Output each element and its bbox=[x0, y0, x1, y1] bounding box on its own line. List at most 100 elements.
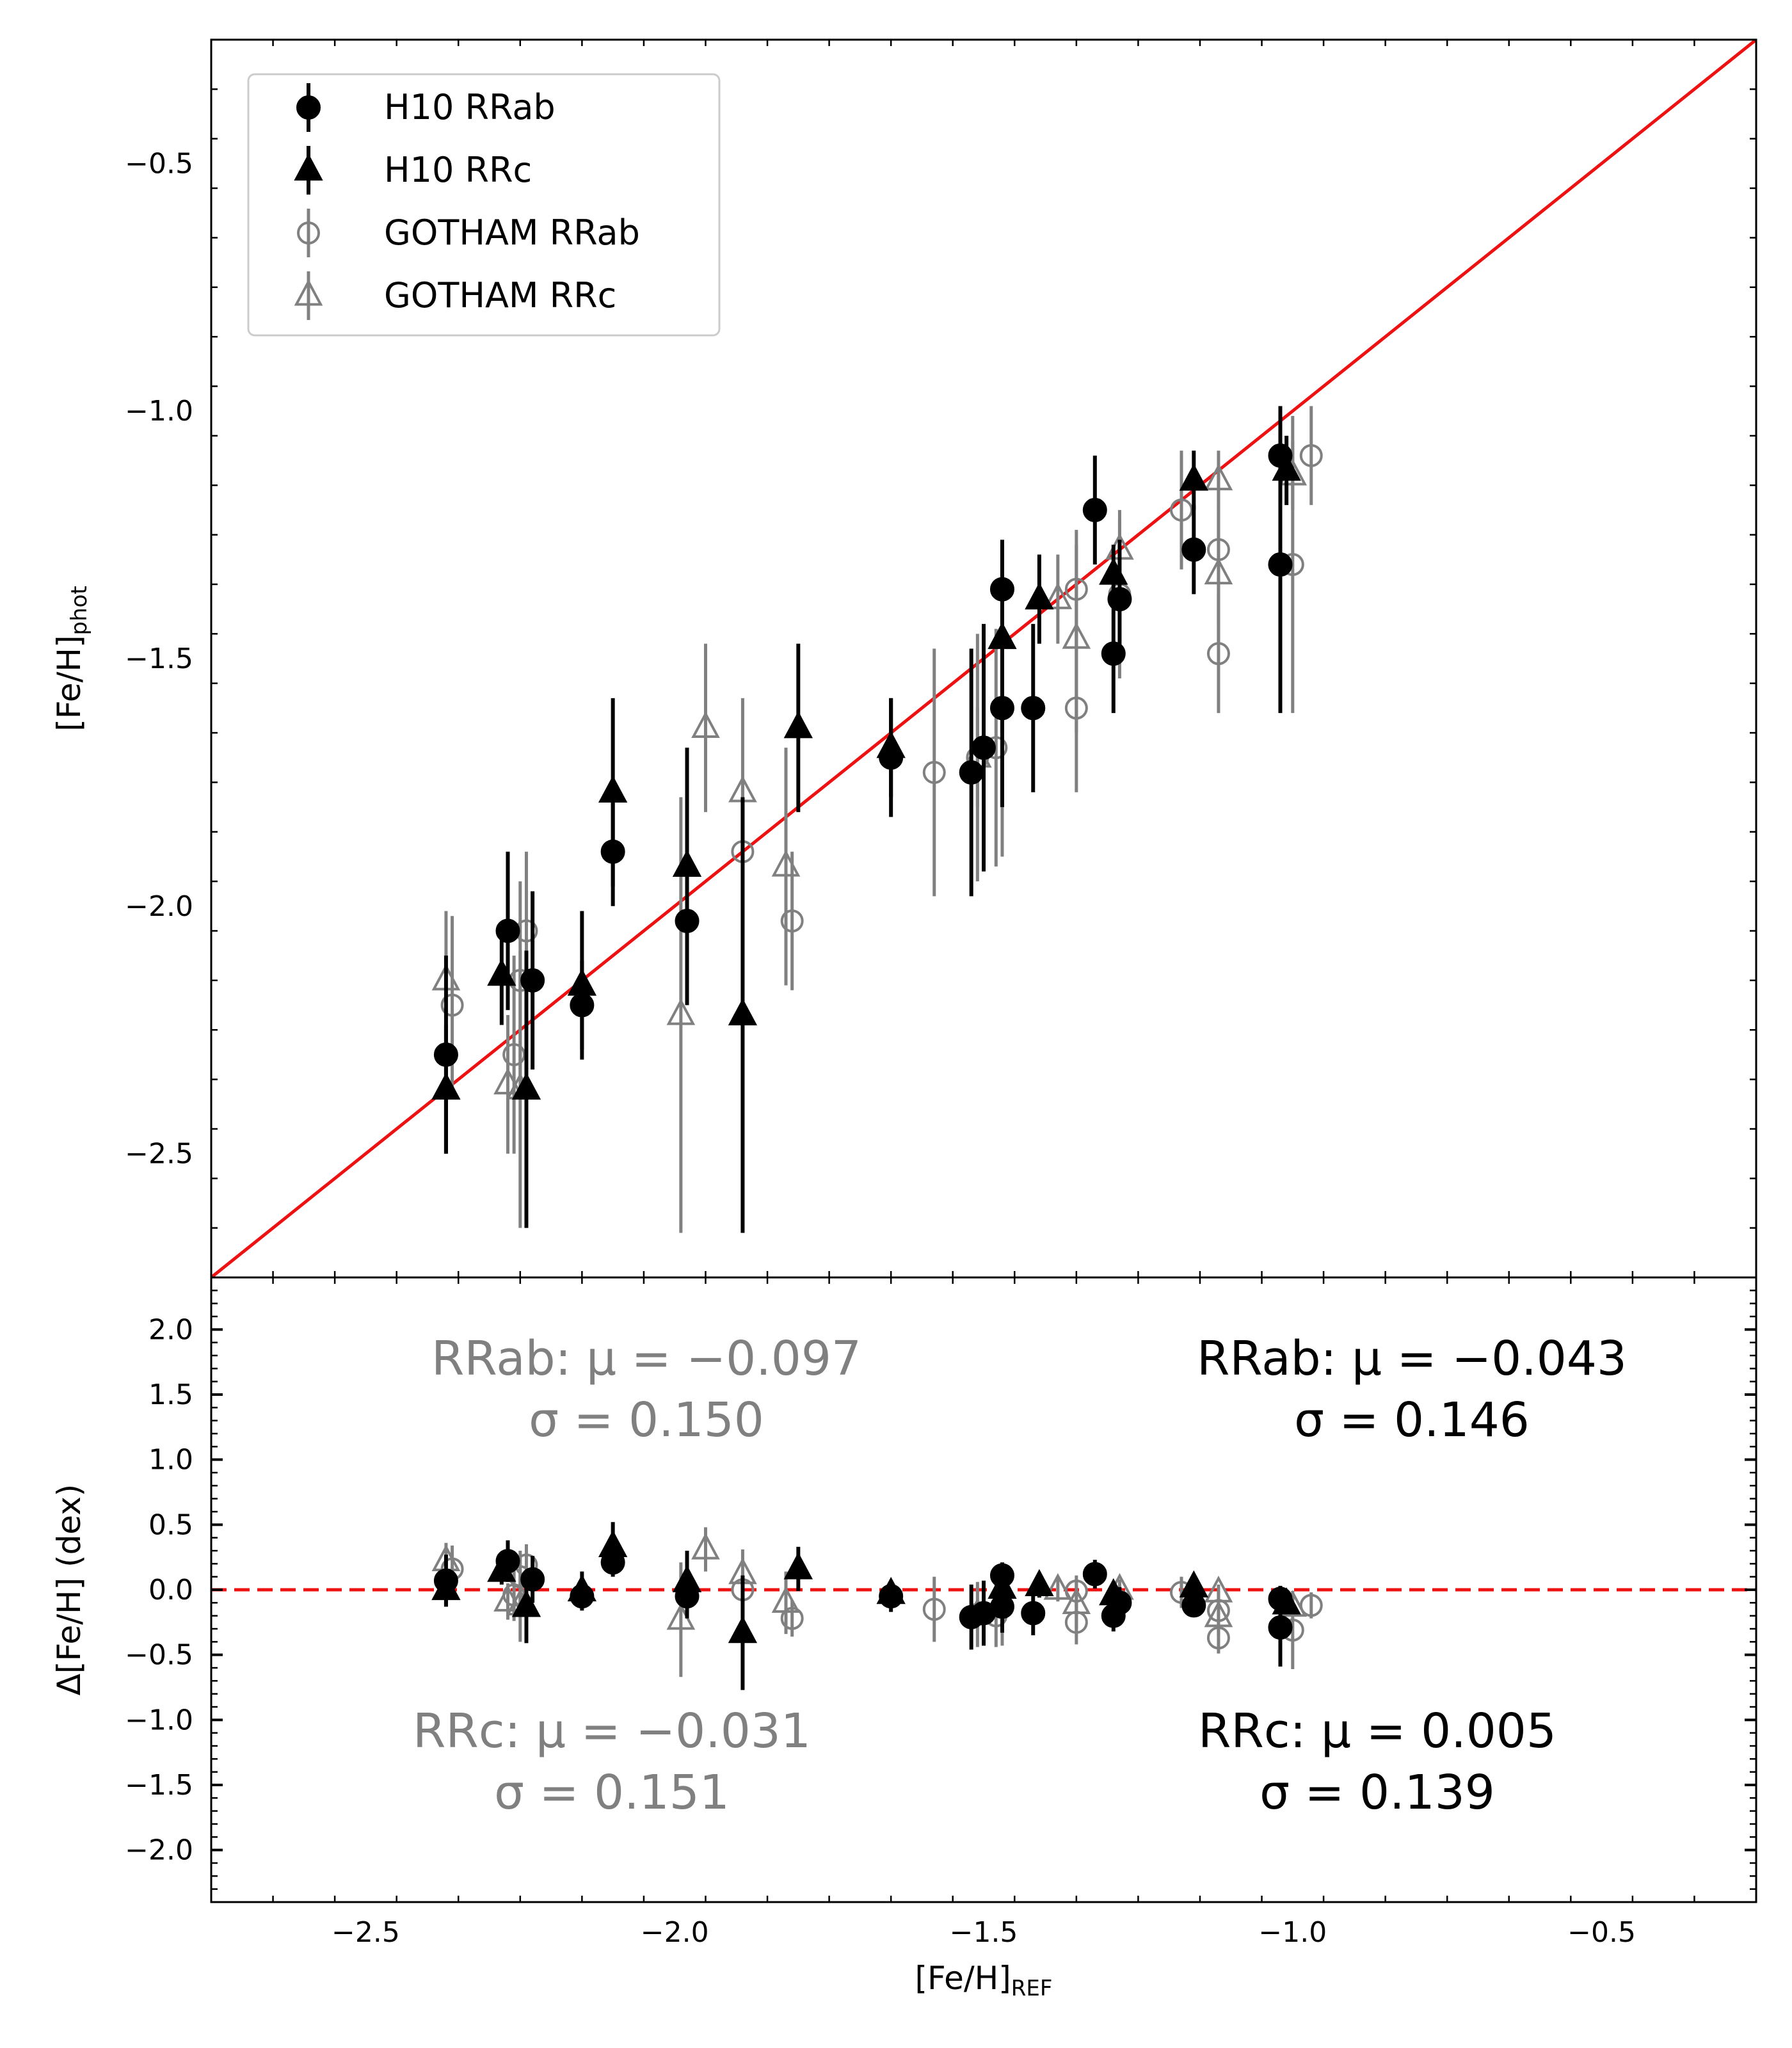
data-point bbox=[1043, 582, 1073, 609]
residual-point bbox=[922, 1597, 946, 1621]
data-point bbox=[783, 711, 813, 739]
data-point bbox=[691, 711, 720, 738]
residual-point bbox=[876, 1576, 906, 1604]
top-y-tick-label: −0.5 bbox=[125, 147, 193, 180]
data-point bbox=[1268, 552, 1293, 577]
data-point bbox=[1179, 463, 1208, 491]
residual-point bbox=[1299, 1594, 1323, 1617]
residual-point bbox=[487, 1555, 516, 1582]
residual-point bbox=[431, 1572, 461, 1601]
data-point bbox=[487, 958, 516, 986]
annotation-gotham-rrc-mean: RRc: μ = −0.031 bbox=[413, 1704, 811, 1759]
bottom-panel-residuals: −2.0 −1.5 −1.0 −0.5 0.0 0.5 1.0 1.5 2.0 −2.5 −2.0 −… bbox=[51, 1276, 1757, 2001]
top-y-tick-label: −2.0 bbox=[125, 890, 193, 923]
residual-point bbox=[1021, 1601, 1046, 1626]
residual-point bbox=[1272, 1587, 1301, 1615]
x-tick-label: −1.5 bbox=[950, 1916, 1018, 1949]
data-point bbox=[959, 760, 984, 785]
annotation-gotham-rrab-mean: RRab: μ = −0.097 bbox=[431, 1331, 861, 1386]
x-tick-label: −2.5 bbox=[332, 1916, 400, 1949]
data-point bbox=[780, 909, 804, 933]
data-point bbox=[1062, 621, 1091, 649]
annotation-h10-rrc-mean: RRc: μ = 0.005 bbox=[1198, 1704, 1556, 1759]
bottom-y-tick-label: −1.5 bbox=[125, 1769, 193, 1802]
data-point bbox=[1272, 453, 1301, 481]
data-point bbox=[1181, 537, 1206, 562]
data-point bbox=[1099, 557, 1128, 585]
residual-point bbox=[493, 1585, 522, 1612]
annotation-h10-rrab-sigma: σ = 0.146 bbox=[1294, 1393, 1530, 1448]
bottom-y-tick-label: 1.5 bbox=[148, 1379, 193, 1411]
legend-box bbox=[247, 73, 721, 337]
legend-label-h10-rrc: H10 RRc bbox=[384, 150, 532, 190]
data-point bbox=[666, 998, 696, 1025]
data-point bbox=[493, 1068, 522, 1094]
residual-point bbox=[598, 1530, 628, 1558]
residual-point bbox=[1179, 1570, 1208, 1598]
bottom-panel-frame bbox=[210, 1276, 1757, 1903]
data-point bbox=[1299, 444, 1323, 467]
data-point bbox=[440, 993, 464, 1017]
data-point bbox=[876, 730, 906, 758]
data-point bbox=[1082, 497, 1107, 522]
x-axis-title: [Fe/H]REF bbox=[915, 1960, 1053, 2001]
top-y-tick-label: −2.5 bbox=[125, 1138, 193, 1171]
series-h10-rrc bbox=[431, 435, 1301, 1233]
residual-point bbox=[1043, 1572, 1073, 1600]
data-point bbox=[502, 1043, 526, 1066]
legend-marker-h10-rrab bbox=[296, 95, 321, 120]
legend-marker-gotham-rrab bbox=[297, 221, 320, 244]
legend-marker-gotham-rrc bbox=[294, 278, 323, 306]
residual-point bbox=[988, 1571, 1017, 1599]
data-point bbox=[511, 1072, 541, 1100]
data-point bbox=[771, 849, 801, 877]
bottom-y-tick-label: −2.0 bbox=[125, 1834, 193, 1867]
bottom-panel-ticks: −2.0 −1.5 −1.0 −0.5 0.0 0.5 1.0 1.5 2.0 −2.5 −2.0 −… bbox=[125, 1276, 1757, 1949]
legend-label-gotham-rrc: GOTHAM RRc bbox=[384, 275, 616, 316]
bottom-y-tick-label: 0.5 bbox=[148, 1508, 193, 1541]
annotation-h10-rrab-mean: RRab: μ = −0.043 bbox=[1197, 1331, 1627, 1386]
x-tick-label: −0.5 bbox=[1567, 1916, 1636, 1949]
residual-point bbox=[780, 1606, 804, 1630]
top-y-tick-label: −1.5 bbox=[125, 643, 193, 675]
data-point bbox=[567, 968, 597, 996]
annotation-gotham-rrab-sigma: σ = 0.150 bbox=[529, 1393, 764, 1448]
data-point bbox=[922, 760, 946, 784]
top-y-axis-title: [Fe/H]phot bbox=[51, 586, 92, 732]
residual-point bbox=[783, 1552, 813, 1580]
top-panel-ticks: −2.5 −2.0 −1.5 −1.0 −0.5 bbox=[125, 38, 1757, 1279]
legend-label-h10-rrab: H10 RRab bbox=[384, 87, 556, 127]
x-tick-label: −2.0 bbox=[641, 1916, 709, 1949]
residual-point bbox=[672, 1565, 702, 1592]
data-point bbox=[1204, 557, 1233, 585]
residual-series-h10-rrc bbox=[431, 1522, 1301, 1690]
residual-point bbox=[1268, 1615, 1293, 1640]
bottom-y-tick-label: −1.0 bbox=[125, 1704, 193, 1736]
data-point bbox=[1025, 582, 1054, 610]
residual-point bbox=[728, 1615, 758, 1644]
data-point bbox=[988, 621, 1017, 650]
legend: H10 RRab H10 RRc GOTHAM RRab GOTHAM RRc bbox=[247, 73, 721, 337]
residual-point bbox=[567, 1574, 597, 1602]
residual-point bbox=[511, 1590, 541, 1617]
annotation-h10-rrc-sigma: σ = 0.139 bbox=[1260, 1765, 1495, 1820]
bottom-y-tick-label: 0.0 bbox=[148, 1574, 193, 1606]
bottom-y-axis-title: Δ[Fe/H] (dex) bbox=[51, 1484, 88, 1696]
residual-point bbox=[1025, 1569, 1054, 1597]
top-panel-phot-vs-ref: −2.5 −2.0 −1.5 −1.0 −0.5 [Fe/H]phot H10 RRab… bbox=[51, 38, 1757, 1279]
bottom-data-series bbox=[431, 1522, 1323, 1690]
data-point bbox=[598, 775, 628, 803]
data-point bbox=[1204, 463, 1233, 491]
data-point bbox=[972, 735, 996, 760]
top-y-tick-label: −1.0 bbox=[125, 395, 193, 428]
annotation-gotham-rrc-sigma: σ = 0.151 bbox=[494, 1765, 730, 1820]
residual-point bbox=[1204, 1600, 1233, 1628]
residual-point bbox=[691, 1532, 720, 1560]
residual-point bbox=[1062, 1587, 1091, 1615]
data-point bbox=[1169, 498, 1193, 522]
data-point bbox=[728, 998, 758, 1026]
data-point bbox=[672, 849, 702, 877]
data-point bbox=[1021, 696, 1046, 721]
